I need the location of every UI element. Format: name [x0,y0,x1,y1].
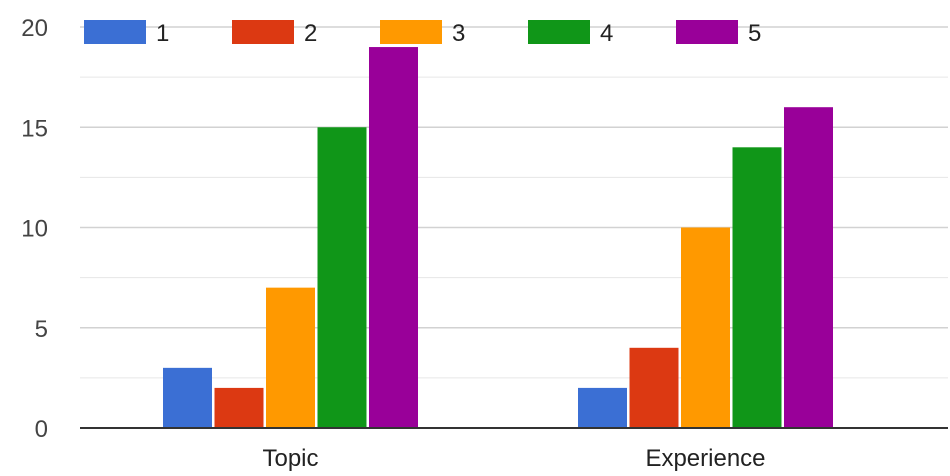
legend-item-4: 4 [528,20,613,47]
bar-experience-series-5 [784,107,833,428]
bars [163,47,833,429]
bar-experience-series-2 [629,347,679,428]
legend-swatch [232,20,294,44]
y-tick-label: 5 [35,316,48,343]
legend-label: 2 [304,20,317,47]
legend-swatch [528,20,590,44]
y-tick-label: 15 [21,115,48,142]
legend-item-2: 2 [232,20,317,47]
bar-topic-series-2 [214,387,264,428]
x-category-label: Topic [262,445,318,472]
legend-label: 4 [600,20,613,47]
bar-topic-series-3 [266,287,315,428]
bar-topic-series-5 [369,47,418,429]
legend-item-5: 5 [676,20,761,47]
bar-experience-series-3 [681,227,730,428]
bar-topic-series-1 [163,367,212,428]
legend-label: 5 [748,20,761,47]
gridlines [80,26,948,379]
bar-topic-series-4 [317,127,367,428]
legend: 1 2 3 4 5 [84,20,761,47]
x-category-label: Experience [645,445,765,472]
bar-experience-series-4 [732,147,782,429]
legend-swatch [84,20,146,44]
x-axis-category-labels: Topic Experience [262,445,765,472]
legend-item-1: 1 [84,20,169,47]
y-tick-label: 10 [21,216,48,243]
legend-swatch [380,20,442,44]
legend-item-3: 3 [380,20,465,47]
y-axis-tick-labels: 0 5 10 15 20 [21,15,48,443]
y-tick-label: 20 [21,15,48,42]
legend-label: 3 [452,20,465,47]
legend-label: 1 [156,20,169,47]
legend-swatch [676,20,738,44]
y-tick-label: 0 [35,416,48,443]
bar-experience-series-1 [578,387,627,428]
